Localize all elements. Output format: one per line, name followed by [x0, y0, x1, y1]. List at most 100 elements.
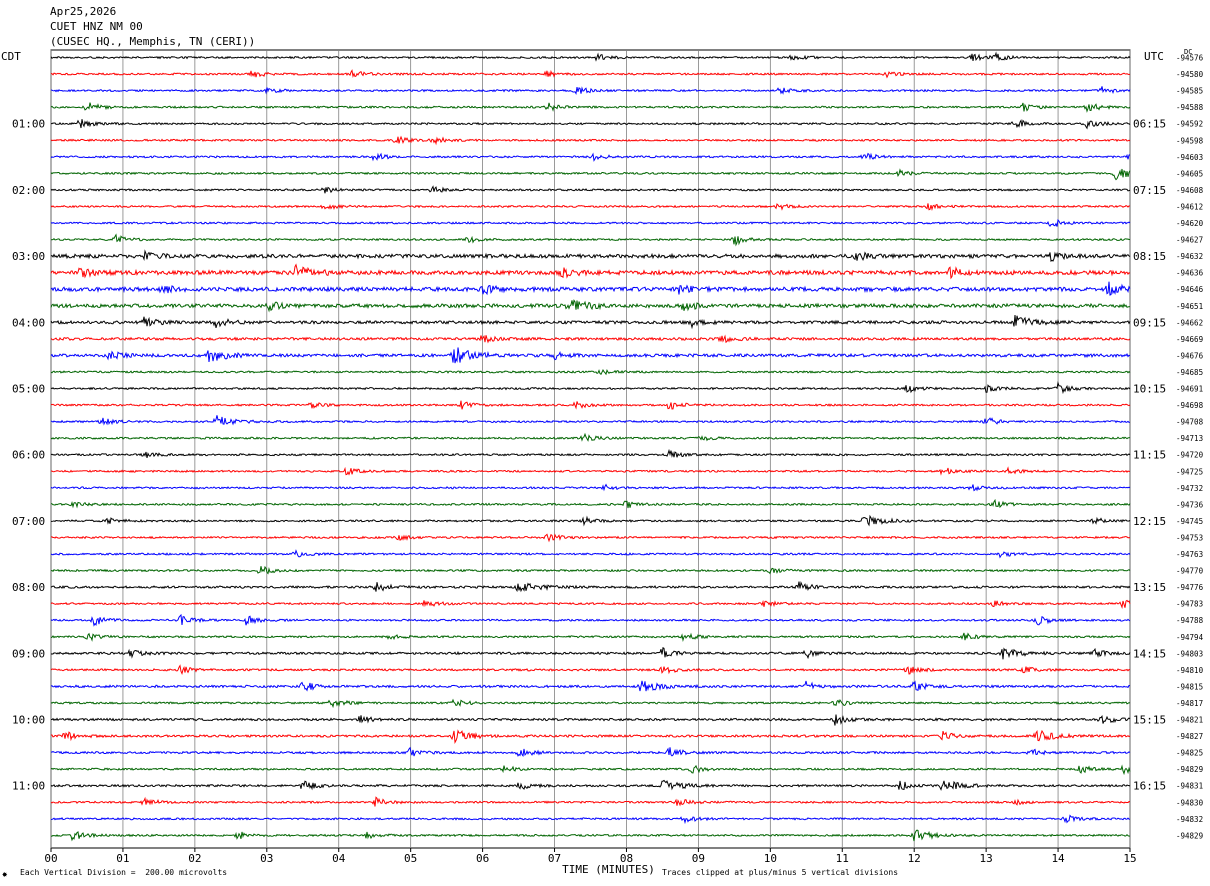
- dc-offset-label: -94627: [1176, 236, 1203, 245]
- x-tick-label: 00: [44, 852, 57, 865]
- trace-blue: [50, 680, 1131, 692]
- dc-offset-label: -94753: [1176, 533, 1203, 542]
- trace-red: [50, 263, 1131, 280]
- dc-offset-label: -94821: [1176, 716, 1203, 725]
- trace-blue: [50, 746, 1131, 758]
- dc-offset-label: -94794: [1176, 633, 1204, 642]
- trace-blue: [50, 152, 1131, 162]
- x-tick-label: 02: [188, 852, 201, 865]
- dc-offset-label: -94788: [1176, 616, 1204, 625]
- dc-offset-label: -94832: [1176, 815, 1203, 824]
- dc-unit-label: DC: [1184, 48, 1193, 56]
- right-hour-label: 14:15: [1133, 647, 1166, 660]
- dc-offset-label: -94620: [1176, 219, 1204, 228]
- dc-offset-label: -94651: [1176, 302, 1203, 311]
- left-hour-label: 08:00: [12, 581, 45, 594]
- dc-offset-label: -94725: [1176, 467, 1203, 476]
- dc-offset-label: -94605: [1176, 169, 1203, 178]
- x-tick-label: 04: [332, 852, 346, 865]
- trace-blue: [50, 347, 1131, 364]
- header-station: CUET HNZ NM 00: [50, 20, 143, 33]
- trace-green: [50, 368, 1131, 376]
- trace-black: [51, 514, 1131, 527]
- trace-red: [50, 135, 1131, 146]
- left-hour-label: 02:00: [12, 184, 45, 197]
- x-tick-label: 09: [692, 852, 705, 865]
- trace-green: [50, 829, 1131, 842]
- dc-offset-label: -94817: [1176, 699, 1203, 708]
- left-hour-label: 09:00: [12, 647, 45, 660]
- left-hour-label: 07:00: [12, 515, 45, 528]
- dc-offset-label: -94763: [1176, 550, 1203, 559]
- dc-offset-label: -94770: [1176, 567, 1204, 576]
- left-hour-label: 01:00: [12, 118, 45, 131]
- x-tick-label: 10: [764, 852, 777, 865]
- dc-offset-label: -94676: [1176, 351, 1204, 360]
- right-hour-label: 06:15: [1133, 118, 1166, 131]
- trace-black: [50, 779, 1131, 791]
- dc-offset-label: -94691: [1176, 385, 1203, 394]
- x-tick-label: 01: [116, 852, 129, 865]
- right-hour-label: 09:15: [1133, 316, 1166, 329]
- trace-black: [50, 647, 1131, 660]
- trace-blue: [50, 549, 1131, 559]
- right-hour-label: 07:15: [1133, 184, 1166, 197]
- right-timezone-label: UTC: [1144, 50, 1164, 63]
- dc-offset-label: -94810: [1176, 666, 1204, 675]
- trace-green: [50, 764, 1131, 776]
- dc-offset-label: -94831: [1176, 782, 1203, 791]
- x-tick-label: 11: [836, 852, 849, 865]
- dc-offset-label: -94588: [1176, 103, 1204, 112]
- x-axis-label: TIME (MINUTES): [562, 863, 655, 876]
- trace-red: [50, 334, 1131, 344]
- trace-blue: [50, 613, 1131, 627]
- dc-offset-label: -94685: [1176, 368, 1203, 377]
- dc-offset-label: -94598: [1176, 136, 1204, 145]
- dc-offset-label: -94585: [1176, 87, 1203, 96]
- dc-offset-label: -94713: [1176, 434, 1203, 443]
- trace-black: [50, 119, 1131, 130]
- x-tick-label: 12: [908, 852, 921, 865]
- right-hour-label: 11:15: [1133, 449, 1166, 462]
- x-tick-label: 14: [1051, 852, 1065, 865]
- dc-offset-label: -94815: [1176, 682, 1203, 691]
- dc-offset-label: -94825: [1176, 749, 1203, 758]
- trace-red: [50, 203, 1131, 211]
- x-tick-label: 15: [1123, 852, 1136, 865]
- trace-green: [50, 168, 1131, 181]
- trace-green: [50, 698, 1131, 709]
- header-date: Apr25,2026: [50, 5, 117, 18]
- dc-offset-label: -94646: [1176, 285, 1204, 294]
- right-hour-label: 10:15: [1133, 383, 1166, 396]
- dc-offset-label: -94827: [1176, 732, 1203, 741]
- left-hour-label: 03:00: [12, 250, 45, 263]
- dc-offset-label: -94669: [1176, 335, 1203, 344]
- trace-black: [50, 249, 1131, 263]
- x-tick-label: 07: [548, 852, 561, 865]
- dc-offset-label: -94829: [1176, 831, 1203, 840]
- trace-black: [50, 185, 1131, 194]
- dc-offset-label: -94698: [1176, 401, 1204, 410]
- trace-red: [51, 729, 1131, 744]
- plot-frame: [50, 49, 1131, 849]
- trace-blue: [50, 814, 1131, 825]
- trace-red: [50, 599, 1131, 610]
- trace-red: [50, 533, 1131, 543]
- trace-green: [50, 102, 1131, 113]
- left-hour-label: 10:00: [12, 714, 45, 727]
- trace-black: [50, 315, 1131, 330]
- trace-black: [50, 51, 1131, 62]
- trace-black: [50, 581, 1131, 593]
- trace-black: [50, 448, 1131, 459]
- dc-offset-label: -94580: [1176, 70, 1204, 79]
- left-hour-label: 04:00: [12, 316, 45, 329]
- right-hour-label: 15:15: [1133, 714, 1166, 727]
- trace-blue: [50, 281, 1131, 296]
- trace-red: [50, 69, 1131, 79]
- dc-offset-label: -94732: [1176, 484, 1203, 493]
- dc-offset-label: -94745: [1176, 517, 1203, 526]
- trace-red: [50, 664, 1131, 675]
- right-hour-label: 13:15: [1133, 581, 1166, 594]
- left-hour-label: 06:00: [12, 449, 45, 462]
- clip-note: Traces clipped at plus/minus 5 vertical …: [662, 868, 899, 877]
